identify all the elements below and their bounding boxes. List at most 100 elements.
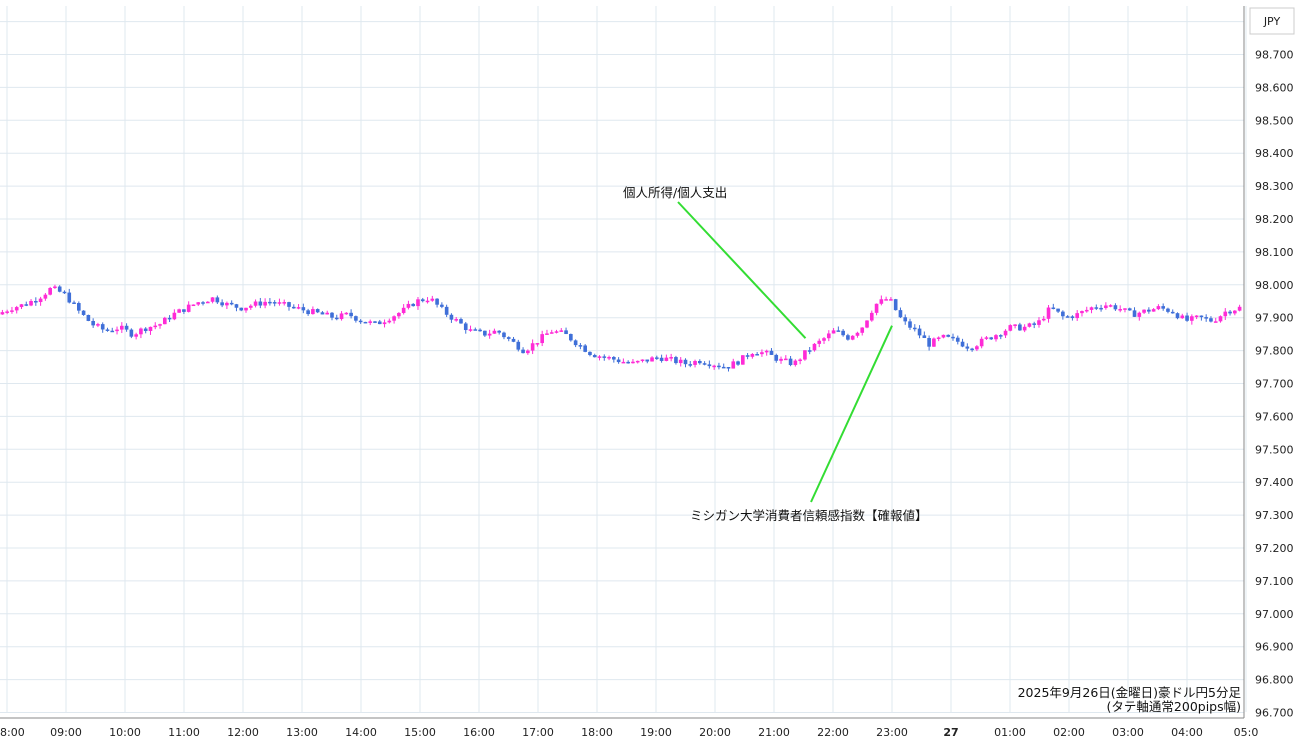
candle-body [1037,320,1041,325]
candle-body [129,329,134,337]
candle-body [1180,315,1185,319]
candle-body [282,302,287,304]
candle-body [344,312,349,315]
candle-body [1151,309,1156,312]
candle-body [860,327,865,333]
candle-body [1108,305,1113,307]
candle-body [196,302,201,305]
candle-body [463,323,468,331]
candle-body [578,345,583,347]
candle-body [889,299,893,301]
candle-body [19,304,24,308]
candle-body [774,354,779,361]
candle-body [239,307,244,311]
candle-body [320,312,325,315]
y-tick-label: 97.400 [1255,476,1294,489]
y-tick-label: 98.300 [1255,180,1294,193]
candle-body [81,310,86,315]
candle-body [540,334,544,344]
candle-body [545,333,549,335]
candle-body [903,317,908,322]
candle-body [1137,312,1142,317]
candle-body [406,303,411,308]
candle-body [884,299,888,301]
candle-body [726,367,731,369]
candle-body [674,357,678,364]
y-tick-label: 98.700 [1255,49,1294,62]
candle-body [1056,308,1060,312]
y-tick-label: 96.700 [1255,707,1294,720]
candle-body [258,301,263,306]
candle-body [339,313,344,320]
candle-body [941,334,946,338]
axes: 98.700 98.600 98.500 98.400 98.300 98.200 98.1… [0,6,1294,739]
candle-body [277,302,282,304]
candle-body [43,294,48,299]
chart-caption-line2: (タテ軸通常200pips幅) [1107,699,1241,714]
candle-body [143,328,148,332]
candle-body [473,329,478,331]
candle-body [1170,311,1175,314]
candle-body [377,321,382,325]
x-tick-label: 11:00 [168,726,200,739]
candle-body [731,361,736,369]
candle-body [124,325,129,330]
candle-body [655,357,659,359]
candle-body [788,358,793,366]
x-tick-label: 03:00 [1112,726,1144,739]
candle-body [119,325,124,330]
candle-body [960,341,965,347]
candle-body [272,302,277,304]
candle-body [932,338,936,347]
candle-body [927,338,931,347]
candle-body [736,361,740,365]
candle-body [100,324,105,330]
y-tick-label: 98.600 [1255,81,1294,94]
x-tick-label: 18:00 [581,726,613,739]
candle-body [296,307,301,309]
candle-body [225,302,229,306]
candle-body [306,310,310,315]
candle-body [1194,315,1199,318]
candle-body [516,341,521,350]
y-tick-label: 97.700 [1255,378,1294,391]
candle-body [1003,330,1008,336]
candle-body [831,330,836,334]
y-tick-label: 97.100 [1255,575,1294,588]
candle-body [234,304,239,308]
candle-body [1166,308,1170,312]
candle-body [769,350,774,355]
candle-body [1209,318,1213,322]
candle-body [549,332,554,334]
candle-body [817,340,822,344]
candle-body [1233,310,1237,314]
candle-body [1065,316,1070,318]
candle-body [172,312,177,320]
candle-body [368,321,373,323]
candle-body [592,355,597,358]
candle-body [1218,316,1223,322]
annotation-label-1: 個人所得/個人支出 [623,185,727,200]
candle-body [191,304,196,307]
candle-body [588,351,592,356]
candle-body [626,361,630,364]
candle-body [994,335,998,340]
candle-body [1175,313,1180,319]
candle-body [229,302,234,305]
candle-body [535,343,540,345]
candle-body [1237,306,1242,311]
candle-body [483,330,487,336]
candle-body [855,332,860,336]
candle-body [1080,311,1084,314]
x-tick-label: 04:00 [1171,726,1203,739]
candle-body [67,292,72,303]
candle-body [874,303,879,313]
candle-body [220,302,224,306]
candle-body [315,309,320,313]
candle-body [91,320,95,326]
candle-body [263,301,267,306]
candle-body [583,345,587,352]
candle-body [760,352,764,355]
